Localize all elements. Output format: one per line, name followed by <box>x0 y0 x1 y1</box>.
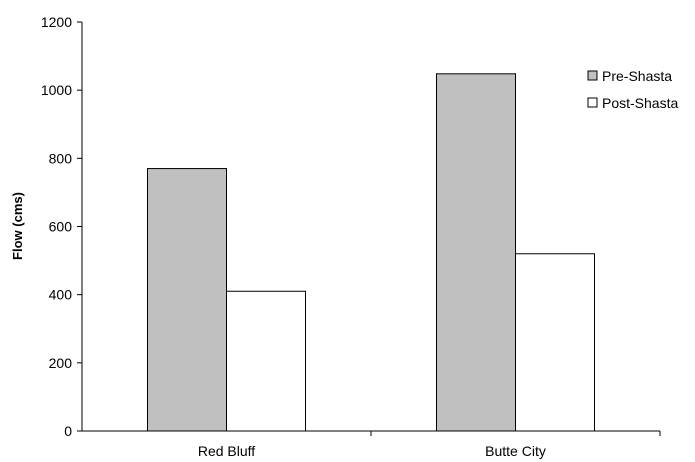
y-tick-label: 600 <box>49 219 73 235</box>
bar-pre-shasta-butte-city <box>436 73 516 432</box>
y-tick-label: 0 <box>64 423 72 439</box>
legend-label: Pre-Shasta <box>602 68 672 84</box>
legend: Pre-Shasta Post-Shasta <box>587 68 678 111</box>
bar-post-shasta-red-bluff <box>226 290 306 432</box>
x-labels-group: Red Bluff Butte City <box>198 431 661 459</box>
bars-group <box>147 73 595 432</box>
y-tick-label: 800 <box>49 150 73 166</box>
bar-post-shasta-butte-city <box>515 253 595 432</box>
x-category-label: Butte City <box>485 443 546 459</box>
y-tick-label: 400 <box>49 287 73 303</box>
y-axis-title: Flow (cms) <box>10 192 25 260</box>
y-tick-label: 1000 <box>41 82 72 98</box>
y-tick-label: 1200 <box>41 14 72 30</box>
legend-swatch <box>587 97 598 108</box>
y-ticks-group: 0 200 400 600 800 1000 1200 <box>41 14 82 439</box>
legend-label: Post-Shasta <box>602 95 678 111</box>
bar-pre-shasta-red-bluff <box>147 168 227 432</box>
y-tick-label: 200 <box>49 355 73 371</box>
x-category-label: Red Bluff <box>198 443 255 459</box>
legend-swatch <box>587 70 598 81</box>
